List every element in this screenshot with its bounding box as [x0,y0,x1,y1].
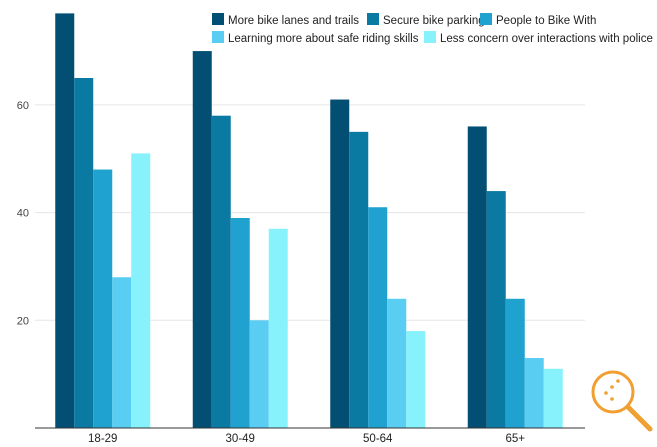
bar[interactable] [192,51,212,428]
axes: 20 40 60 18-29 30-49 50-64 65+ [17,100,585,445]
bar[interactable] [93,169,113,429]
zoom-magnifier-icon[interactable] [591,370,653,432]
bar[interactable] [230,218,250,428]
bar[interactable] [543,368,563,428]
bar[interactable] [524,358,544,428]
bar[interactable] [406,331,426,428]
bar[interactable] [368,207,388,428]
x-tick-label: 50-64 [363,433,393,445]
legend-label: Learning more about safe riding skills [228,33,419,45]
legend: More bike lanes and trails Secure bike pa… [212,13,653,45]
x-tick-label: 65+ [505,433,525,445]
bar[interactable] [387,298,407,428]
bar[interactable] [486,191,506,428]
bar[interactable] [55,13,75,429]
legend-label: Less concern over interactions with poli… [440,33,653,45]
legend-swatch [480,13,492,25]
bar[interactable] [330,99,350,429]
bar[interactable] [211,115,231,428]
legend-label: Secure bike parking [383,15,485,27]
bar[interactable] [467,126,487,428]
y-tick-label: 60 [17,100,29,112]
legend-label: More bike lanes and trails [228,15,359,27]
y-tick-label: 40 [17,208,29,220]
legend-swatch [212,13,224,25]
x-tick-label: 18-29 [88,433,117,445]
bar[interactable] [268,228,288,428]
legend-swatch [212,31,224,43]
y-tick-label: 20 [17,315,29,327]
legend-swatch [424,31,436,43]
bar[interactable] [249,320,269,428]
x-tick-label: 30-49 [226,433,255,445]
bar[interactable] [505,298,525,428]
bar[interactable] [349,131,369,428]
bar[interactable] [112,277,132,428]
bar[interactable] [131,153,151,428]
legend-swatch [367,13,379,25]
bars [55,13,563,429]
legend-label: People to Bike With [496,15,596,27]
bar[interactable] [74,78,94,428]
